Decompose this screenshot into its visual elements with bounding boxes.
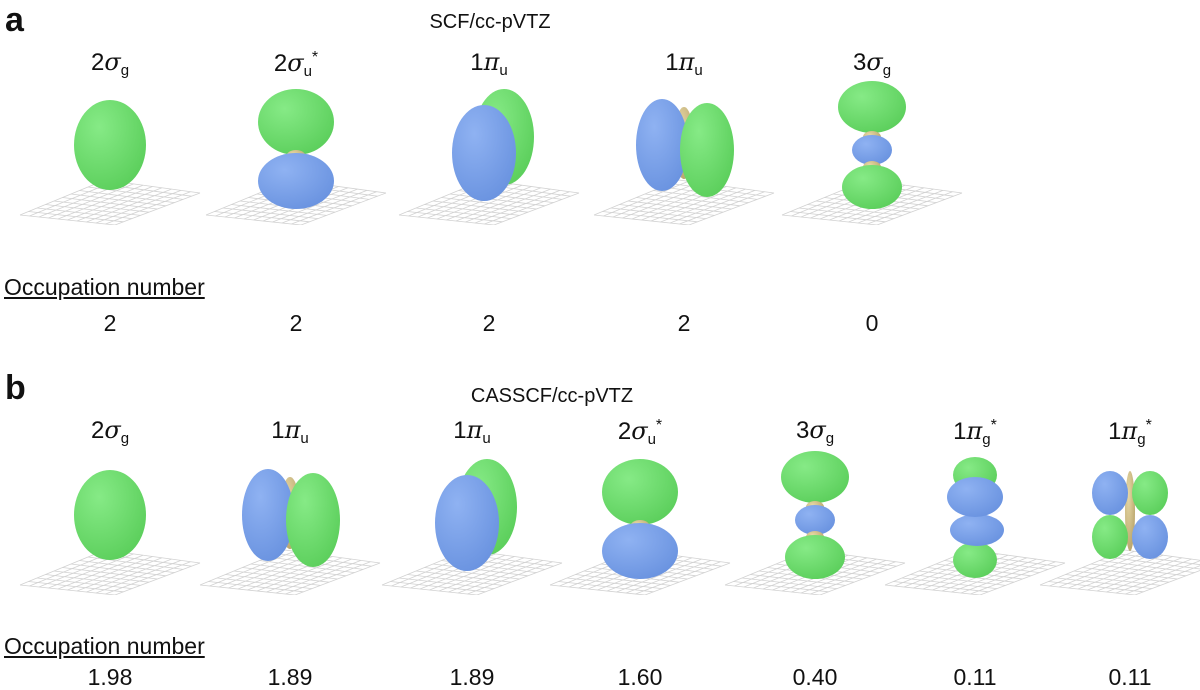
occupation-number: 1.98 xyxy=(50,666,170,689)
panel-a-occupation-title: Occupation number xyxy=(4,276,205,299)
positive-lobe xyxy=(842,165,902,209)
positive-lobe xyxy=(74,470,146,560)
orbital-label: 2σg xyxy=(35,50,185,78)
orbital-label: 1πu xyxy=(397,418,547,446)
orbital-render xyxy=(10,75,210,225)
negative-lobe xyxy=(1092,471,1128,515)
orbital-symbol: σ xyxy=(104,48,120,76)
orbital-render xyxy=(190,445,390,595)
orbital-label: 1πg* xyxy=(900,418,1050,447)
panel-b-occupation-title: Occupation number xyxy=(4,635,205,658)
orbital-label: 2σu* xyxy=(565,418,715,447)
positive-lobe xyxy=(838,81,906,133)
positive-lobe xyxy=(953,542,997,578)
orbital-symbol: σ xyxy=(104,416,120,444)
orbital-symbol: π xyxy=(967,417,983,445)
orbital-label: 1πg* xyxy=(1055,418,1200,447)
positive-lobe xyxy=(258,89,334,155)
panel-a-method-title: SCF/cc-pVTZ xyxy=(290,12,690,32)
orbital-label: 1πu xyxy=(414,50,564,78)
orbital-prefix: 1 xyxy=(453,417,466,444)
positive-lobe xyxy=(680,103,734,197)
orbital-label: 3σg xyxy=(740,418,890,446)
positive-lobe xyxy=(1092,515,1128,559)
orbital-label: 1πu xyxy=(215,418,365,446)
orbital-prefix: 1 xyxy=(953,418,966,445)
orbital-isosurface xyxy=(540,445,740,595)
occupation-number: 1.89 xyxy=(230,666,350,689)
positive-lobe xyxy=(286,473,340,567)
negative-lobe xyxy=(947,477,1003,517)
orbital-prefix: 3 xyxy=(853,49,866,76)
orbital-superscript: * xyxy=(656,417,662,434)
orbital-render xyxy=(389,75,589,225)
occupation-number: 2 xyxy=(50,312,170,335)
orbital-isosurface xyxy=(190,445,390,595)
orbital-symbol: σ xyxy=(631,417,647,445)
negative-lobe xyxy=(950,514,1004,546)
negative-lobe xyxy=(452,105,516,201)
orbital-symbol: π xyxy=(467,416,483,444)
orbital-prefix: 1 xyxy=(1108,418,1121,445)
orbital-symbol: π xyxy=(484,48,500,76)
panel-a-letter: a xyxy=(5,3,24,37)
orbital-prefix: 2 xyxy=(91,49,104,76)
orbital-label: 2σg xyxy=(35,418,185,446)
negative-lobe xyxy=(852,135,892,165)
orbital-render xyxy=(10,445,210,595)
orbital-prefix: 2 xyxy=(274,50,287,77)
orbital-symbol: σ xyxy=(866,48,882,76)
positive-lobe xyxy=(602,459,678,525)
negative-lobe xyxy=(795,505,835,535)
panel-b-method-title: CASSCF/cc-pVTZ xyxy=(352,386,752,406)
orbital-symbol: σ xyxy=(287,49,303,77)
negative-lobe xyxy=(602,523,678,579)
orbital-prefix: 1 xyxy=(665,49,678,76)
orbital-prefix: 1 xyxy=(470,49,483,76)
orbital-render xyxy=(1030,445,1200,595)
orbital-superscript: * xyxy=(312,49,318,66)
orbital-label: 3σg xyxy=(797,50,947,78)
orbital-isosurface xyxy=(196,75,396,225)
positive-lobe xyxy=(1132,471,1168,515)
occupation-number: 0 xyxy=(812,312,932,335)
occupation-number: 1.60 xyxy=(580,666,700,689)
positive-lobe xyxy=(785,535,845,579)
orbital-render xyxy=(540,445,740,595)
orbital-symbol: π xyxy=(679,48,695,76)
occupation-number: 0.11 xyxy=(915,666,1035,689)
occupation-number: 1.89 xyxy=(412,666,532,689)
orbital-symbol: π xyxy=(285,416,301,444)
orbital-render xyxy=(584,75,784,225)
orbital-label: 1πu xyxy=(609,50,759,78)
orbital-render xyxy=(196,75,396,225)
orbital-prefix: 2 xyxy=(618,418,631,445)
orbital-prefix: 3 xyxy=(796,417,809,444)
negative-lobe xyxy=(258,153,334,209)
occupation-number: 0.40 xyxy=(755,666,875,689)
orbital-isosurface xyxy=(1030,445,1200,595)
orbital-isosurface xyxy=(10,75,210,225)
positive-lobe xyxy=(781,451,849,503)
occupation-number: 2 xyxy=(624,312,744,335)
orbital-superscript: * xyxy=(991,417,997,434)
orbital-prefix: 1 xyxy=(271,417,284,444)
orbital-prefix: 2 xyxy=(91,417,104,444)
orbital-symbol: π xyxy=(1122,417,1138,445)
negative-lobe xyxy=(435,475,499,571)
occupation-number: 2 xyxy=(429,312,549,335)
orbital-isosurface xyxy=(772,75,972,225)
orbital-isosurface xyxy=(389,75,589,225)
orbital-isosurface xyxy=(10,445,210,595)
negative-lobe xyxy=(1132,515,1168,559)
occupation-number: 2 xyxy=(236,312,356,335)
occupation-number: 0.11 xyxy=(1070,666,1190,689)
orbital-symbol: σ xyxy=(809,416,825,444)
orbital-isosurface xyxy=(584,75,784,225)
orbital-superscript: * xyxy=(1146,417,1152,434)
positive-lobe xyxy=(74,100,146,190)
orbital-render xyxy=(772,75,972,225)
panel-b-letter: b xyxy=(5,371,26,405)
